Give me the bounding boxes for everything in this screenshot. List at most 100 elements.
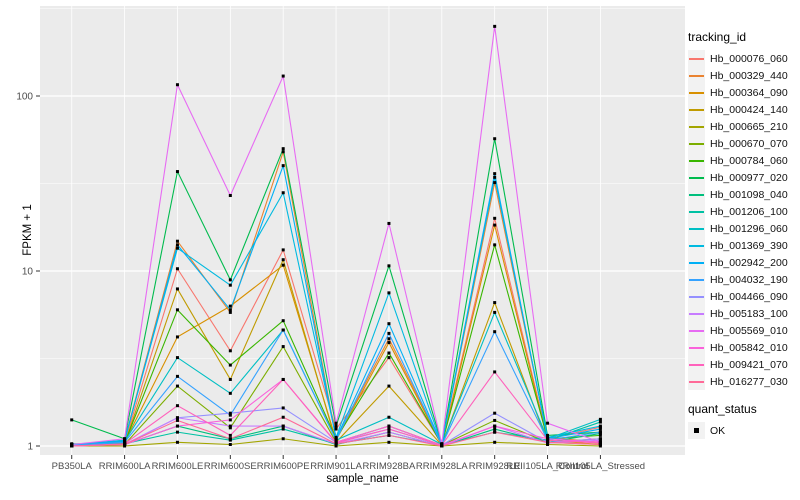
- data-point: [598, 417, 602, 421]
- legend-item: Hb_005842_010: [688, 339, 800, 356]
- legend-line-swatch: [689, 330, 704, 332]
- data-point: [387, 356, 391, 360]
- legend-label: OK: [710, 424, 726, 437]
- data-point: [70, 418, 74, 422]
- data-point: [387, 341, 391, 345]
- data-point: [281, 147, 285, 151]
- data-point: [598, 430, 602, 434]
- data-point: [387, 331, 391, 335]
- legend-key: [688, 101, 705, 118]
- legend-item: Hb_001369_390: [688, 237, 800, 254]
- legend-item: Hb_016277_030: [688, 373, 800, 390]
- data-point: [175, 430, 179, 434]
- legend-label: Hb_000424_140: [710, 103, 788, 116]
- legend-key: [688, 356, 705, 373]
- x-tick-label: RRII105LA_Stressed: [556, 461, 645, 472]
- data-point: [175, 287, 179, 291]
- data-point: [175, 267, 179, 271]
- legend-key: [688, 152, 705, 169]
- data-point: [228, 304, 232, 308]
- data-point: [387, 291, 391, 295]
- data-point: [598, 420, 602, 424]
- data-point: [228, 411, 232, 415]
- legend-line-swatch: [689, 194, 704, 196]
- data-point: [598, 444, 602, 448]
- data-point: [228, 194, 232, 198]
- legend-item: Hb_005569_010: [688, 322, 800, 339]
- y-axis-title: FPKM + 1: [22, 204, 34, 256]
- legend-title-quant-status: quant_status: [688, 402, 757, 416]
- legend-label: Hb_000329_440: [710, 69, 788, 82]
- data-point: [493, 418, 497, 422]
- legend-label: Hb_004032_190: [710, 273, 788, 286]
- data-point: [281, 427, 285, 431]
- legend-line-swatch: [689, 126, 704, 128]
- legend-key: [688, 169, 705, 186]
- x-axis-title: sample_name: [326, 473, 399, 485]
- legend-label: Hb_001369_390: [710, 239, 788, 252]
- legend-item: Hb_000670_070: [688, 135, 800, 152]
- data-point: [387, 337, 391, 341]
- legend-label: Hb_005183_100: [710, 307, 788, 320]
- data-point: [546, 433, 550, 437]
- legend-line-swatch: [689, 177, 704, 179]
- legend-line-swatch: [689, 296, 704, 298]
- legend-line-swatch: [689, 364, 704, 366]
- legend-line-swatch: [689, 381, 704, 383]
- legend-label: Hb_009421_070: [710, 358, 788, 371]
- legend-key: [688, 373, 705, 390]
- legend-label: Hb_000670_070: [710, 137, 788, 150]
- data-point: [228, 424, 232, 428]
- data-point: [281, 424, 285, 428]
- data-point: [175, 440, 179, 444]
- data-point: [493, 430, 497, 434]
- data-point: [493, 172, 497, 176]
- legend-item: Hb_000424_140: [688, 101, 800, 118]
- data-point: [228, 283, 232, 287]
- data-point: [387, 351, 391, 355]
- data-point: [440, 444, 444, 448]
- legend-label: Hb_001098_040: [710, 188, 788, 201]
- data-point: [387, 322, 391, 326]
- data-point: [123, 437, 127, 441]
- data-point: [281, 406, 285, 410]
- data-point: [493, 411, 497, 415]
- legend-item: Hb_000329_440: [688, 67, 800, 84]
- data-point: [281, 164, 285, 168]
- data-point: [228, 310, 232, 314]
- legend: tracking_id Hb_000076_060 Hb_000329_440 Hb…: [688, 26, 800, 439]
- y-tick-label: 10: [22, 267, 34, 278]
- legend-label: Hb_002942_200: [710, 256, 788, 269]
- legend-key: [688, 288, 705, 305]
- data-point: [493, 370, 497, 374]
- legend-line-swatch: [689, 109, 704, 111]
- legend-label: Hb_001296_060: [710, 222, 788, 235]
- data-point: [387, 221, 391, 225]
- legend-item: Hb_000977_020: [688, 169, 800, 186]
- legend-items-quant-status: OK: [688, 422, 800, 439]
- x-tick-label: RRIM600LE: [152, 461, 204, 472]
- legend-label: Hb_000977_020: [710, 171, 788, 184]
- x-tick-label: RRII105LA_Control: [506, 461, 588, 472]
- data-point: [228, 308, 232, 312]
- legend-label: Hb_005842_010: [710, 341, 788, 354]
- data-point: [387, 264, 391, 268]
- x-tick-label: RRIM928LA: [416, 461, 468, 472]
- legend-key: [688, 254, 705, 271]
- legend-line-swatch: [689, 143, 704, 145]
- data-point: [228, 391, 232, 395]
- data-point: [228, 278, 232, 282]
- data-point: [387, 384, 391, 388]
- data-point: [228, 413, 232, 417]
- data-point: [175, 243, 179, 247]
- legend-line-swatch: [689, 211, 704, 213]
- data-point: [387, 440, 391, 444]
- x-tick-label: PB350LA: [52, 461, 93, 472]
- data-point: [334, 442, 338, 446]
- data-point: [175, 424, 179, 428]
- data-point: [493, 301, 497, 305]
- data-point: [387, 430, 391, 434]
- data-point: [334, 444, 338, 448]
- y-tick-label: 100: [16, 92, 33, 103]
